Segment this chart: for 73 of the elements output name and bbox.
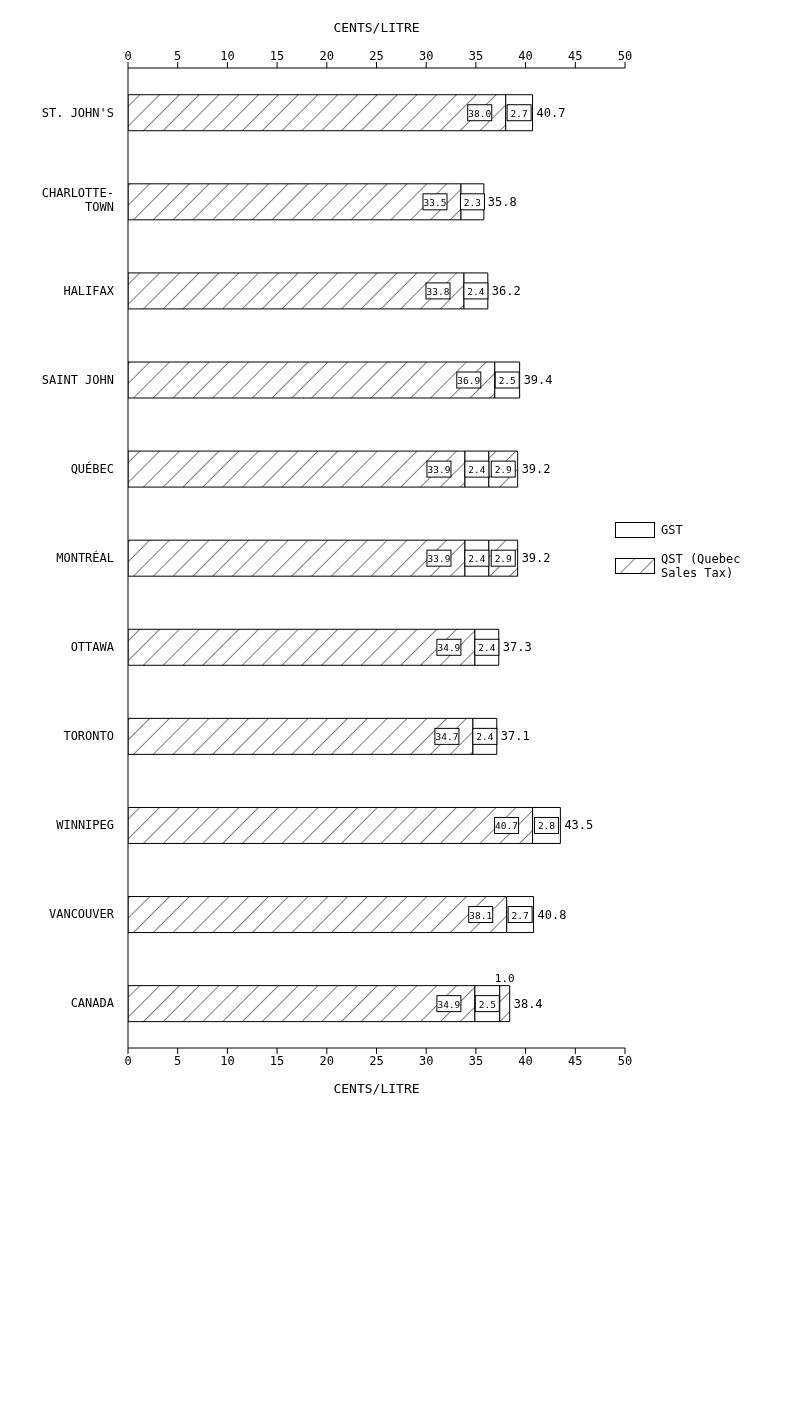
data-label: 2.3 (463, 196, 482, 208)
x-tick-label: 20 (319, 49, 335, 63)
x2-tick-label: 5 (174, 1053, 182, 1068)
y-tick-label: QUÉBEC (70, 460, 114, 476)
data-label: 2.5 (498, 375, 516, 386)
data-label: 2.4 (467, 285, 485, 297)
total-label: 40.8 (537, 907, 567, 922)
x-tick-label: 5 (174, 49, 182, 63)
y-tick-label: CANADA (70, 996, 115, 1011)
data-label: 2.4 (468, 553, 486, 565)
y-tick-label: MONTRÉAL (56, 550, 114, 565)
y-tick-label: SAINT JOHN (41, 372, 114, 387)
total-label: 39.4 (523, 373, 553, 387)
x-tick-label: 50 (617, 49, 633, 63)
data-label: 2.5 (478, 998, 496, 1010)
data-label: 2.4 (476, 731, 494, 743)
y-tick-label: VANCOUVER (48, 907, 115, 922)
x2-tick-label: 50 (617, 1053, 633, 1068)
data-label: 33.5 (423, 196, 447, 208)
data-label: 33.8 (426, 285, 450, 297)
total-label: 39.2 (521, 462, 551, 477)
data-label: 33.9 (427, 553, 451, 565)
data-label: 2.7 (511, 909, 529, 921)
x-tick-label: 0 (124, 49, 132, 63)
total-label: 38.4 (513, 996, 543, 1011)
data-label: 38.0 (468, 107, 492, 119)
data-label: 40.7 (495, 820, 518, 832)
y-tick-label: TORONTO (63, 729, 114, 744)
legend-label: GST (661, 523, 683, 537)
x-tick-label: 30 (418, 49, 434, 63)
legend-label: QST (Quebec Sales Tax) (661, 552, 742, 580)
data-label: 1.0 (494, 971, 515, 985)
total-label: 36.2 (491, 283, 521, 298)
data-label: 2.4 (468, 464, 486, 476)
data-label: 2.4 (478, 642, 496, 654)
total-label: 37.3 (502, 640, 532, 655)
y-tick-label: OTTAWA (70, 640, 115, 655)
data-label: 36.9 (457, 375, 481, 386)
x-tick-label: 15 (269, 49, 285, 63)
y-tick-label: ST. JOHN'S (41, 105, 114, 120)
data-label: 2.9 (494, 464, 513, 476)
total-label: 35.8 (487, 194, 517, 209)
data-label: 33.9 (427, 464, 451, 476)
data-label: 2.7 (510, 107, 528, 119)
x2-tick-label: 20 (319, 1053, 335, 1068)
y-tick-label: WINNIPEG (56, 818, 114, 833)
x2-tick-label: 40 (518, 1053, 533, 1068)
x-tick-label: 45 (568, 49, 583, 63)
x2-tick-label: 45 (568, 1053, 583, 1068)
data-label: 2.8 (537, 820, 556, 832)
data-label: 34.7 (435, 731, 459, 743)
x-tick-label: 35 (468, 49, 484, 63)
data-label: 34.9 (437, 642, 461, 654)
data-label: 34.9 (437, 998, 461, 1010)
total-label: 43.5 (564, 818, 594, 833)
y-tick-label: HALIFAX (63, 283, 115, 298)
x2-tick-label: 10 (220, 1053, 235, 1068)
total-label: 40.7 (536, 105, 566, 120)
data-label: 2.9 (494, 553, 513, 565)
x2-axis-title: CENTS/LITRE (333, 20, 420, 36)
data-label: 38.1 (469, 909, 493, 921)
y-tick-label: CHARLOTTE- TOWN (41, 185, 114, 214)
total-label: 39.2 (521, 551, 551, 566)
x2-tick-label: 15 (269, 1053, 285, 1068)
x-tick-label: 40 (518, 49, 533, 63)
x2-tick-label: 25 (369, 1053, 384, 1068)
total-label: 37.1 (500, 729, 530, 744)
x2-tick-label: 0 (124, 1053, 132, 1068)
x2-tick-label: 35 (468, 1053, 484, 1068)
x-tick-label: 25 (369, 49, 384, 63)
x-tick-label: 10 (220, 49, 235, 63)
x-axis-title: CENTS/LITRE (333, 1081, 420, 1096)
x2-tick-label: 30 (418, 1053, 434, 1068)
